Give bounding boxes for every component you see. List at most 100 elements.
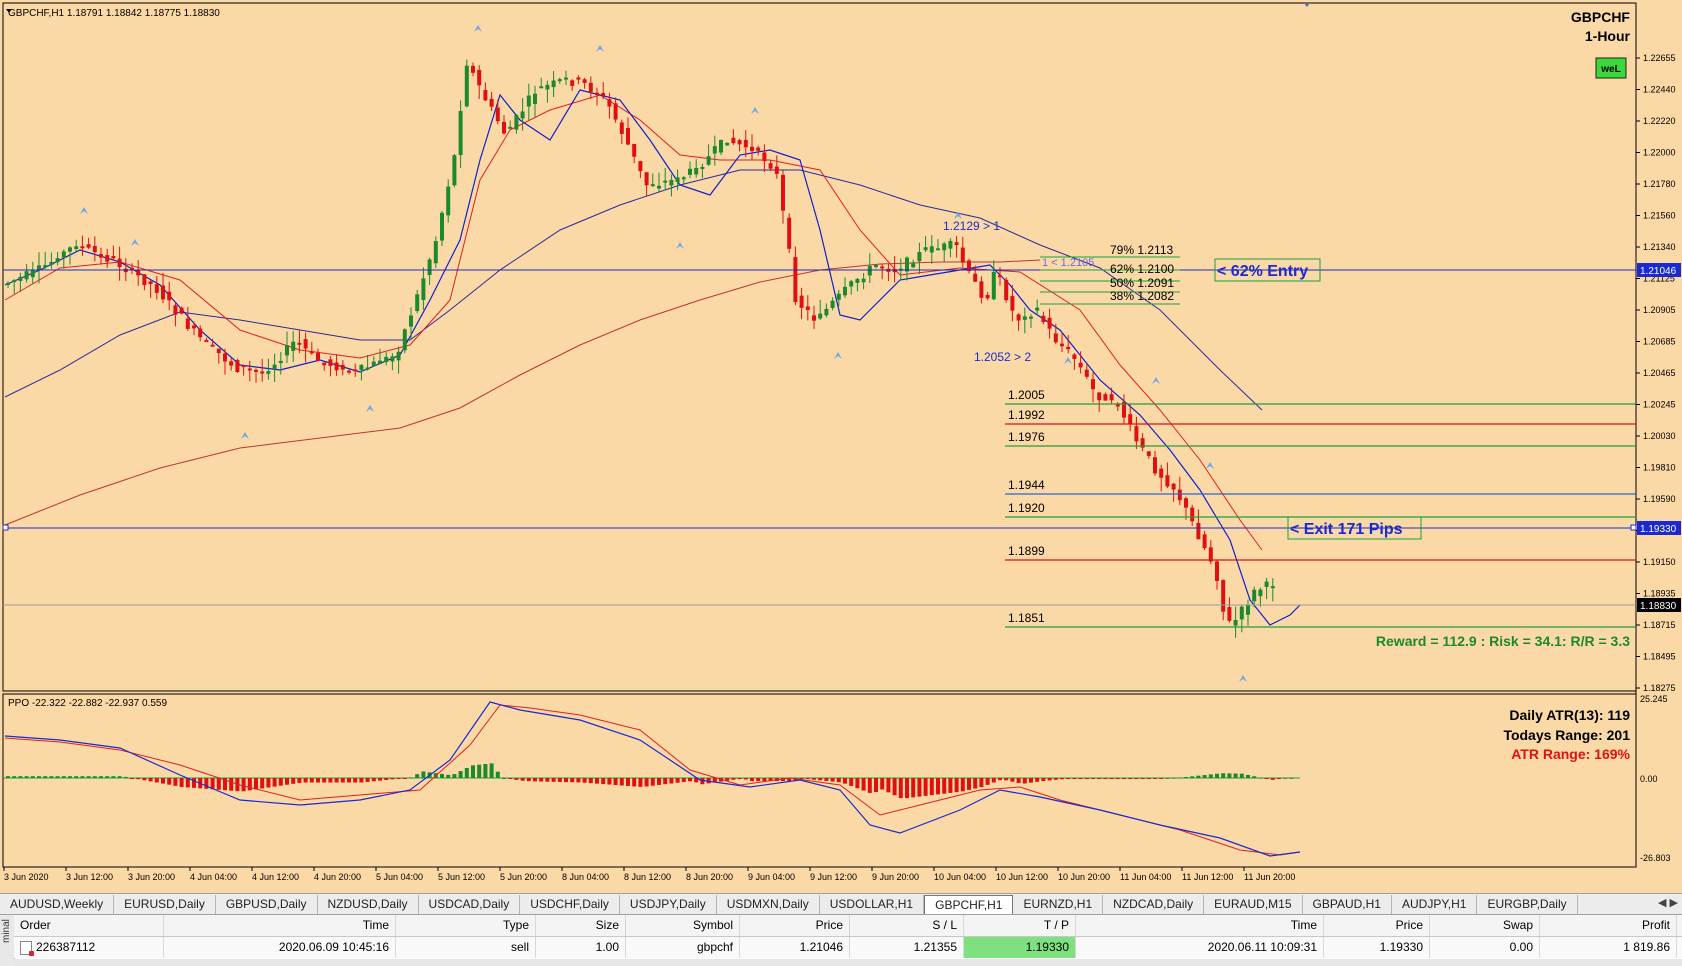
candle-body bbox=[154, 284, 159, 293]
candle-body bbox=[309, 351, 314, 354]
time-axis-tick: 10 Jun 12:00 bbox=[996, 872, 1048, 882]
price-axis-tick: 1.22655 bbox=[1643, 53, 1676, 63]
price-axis-tick: 1.20685 bbox=[1643, 337, 1676, 347]
ppo-histogram-bar bbox=[626, 778, 630, 786]
candle-body bbox=[929, 246, 934, 253]
candle-body bbox=[278, 360, 283, 364]
candle-body bbox=[1004, 279, 1009, 301]
chart-tab[interactable]: GBPAUD,H1 bbox=[1303, 895, 1392, 914]
column-header[interactable]: Time bbox=[164, 915, 396, 936]
column-header[interactable]: Price bbox=[1324, 915, 1430, 936]
exit-line-handle-right[interactable] bbox=[1630, 524, 1637, 531]
candle-body bbox=[973, 273, 978, 282]
chart-menu-icon[interactable] bbox=[6, 9, 12, 13]
shift-marker-icon[interactable] bbox=[1304, 3, 1310, 7]
chart-tab[interactable]: USDCAD,Daily bbox=[419, 895, 521, 914]
candle-body bbox=[390, 356, 395, 362]
column-header[interactable]: Price bbox=[740, 915, 850, 936]
entry-price-tag-label: 1.21046 bbox=[1640, 266, 1677, 277]
ppo-histogram-bar bbox=[998, 778, 1002, 781]
ppo-histogram-bar bbox=[409, 777, 413, 779]
column-header[interactable]: Time bbox=[1076, 915, 1324, 936]
ppo-histogram-bar bbox=[278, 778, 283, 786]
chart-tab[interactable]: NZDCAD,Daily bbox=[1103, 895, 1205, 914]
ppo-histogram-bar bbox=[1078, 778, 1083, 779]
candle-body bbox=[557, 79, 562, 82]
candle-body bbox=[291, 341, 296, 351]
ppo-histogram-bar bbox=[502, 778, 506, 779]
column-header[interactable]: Type bbox=[396, 915, 536, 936]
ppo-histogram-bar bbox=[260, 778, 265, 789]
candle-body bbox=[99, 253, 103, 258]
price-axis-tick: 1.20905 bbox=[1643, 305, 1676, 315]
ppo-histogram-bar bbox=[861, 778, 866, 791]
entry-box[interactable] bbox=[1214, 258, 1321, 282]
ppo-histogram-bar bbox=[1258, 777, 1263, 779]
candle-body bbox=[1084, 369, 1089, 377]
ppo-histogram-bar bbox=[1053, 778, 1058, 780]
chart-tab[interactable]: EURNZD,H1 bbox=[1013, 895, 1104, 914]
table-row[interactable]: 226387112 2020.06.09 10:45:16 sell 1.00 gbpc… bbox=[14, 937, 1682, 958]
badge-box[interactable] bbox=[1595, 57, 1627, 79]
chart-tab[interactable]: EURUSD,Daily bbox=[114, 895, 216, 914]
candle-body bbox=[712, 146, 717, 154]
column-header[interactable]: Symbol bbox=[626, 915, 740, 936]
column-header[interactable]: Swap bbox=[1430, 915, 1540, 936]
terminal-side-tab[interactable]: minal bbox=[0, 915, 15, 966]
chart-tab[interactable]: NZDUSD,Daily bbox=[318, 895, 419, 914]
ppo-histogram-bar bbox=[192, 778, 196, 788]
column-header[interactable]: Order bbox=[14, 915, 164, 936]
column-header[interactable]: Profit bbox=[1540, 915, 1677, 936]
candle-body bbox=[905, 257, 909, 272]
candle-body bbox=[514, 115, 519, 130]
ppo-histogram-bar bbox=[396, 778, 401, 779]
entry-price-tag bbox=[1637, 263, 1681, 277]
chart-tab[interactable]: EURAUD,M15 bbox=[1204, 895, 1303, 914]
ppo-histogram-bar bbox=[1252, 776, 1257, 778]
ppo-histogram-bar bbox=[1072, 778, 1077, 779]
candle-body bbox=[1252, 589, 1257, 602]
ppo-histogram-bar bbox=[415, 774, 420, 778]
ppo-histogram-bar bbox=[254, 778, 258, 790]
order-id-cell: 226387112 bbox=[14, 937, 164, 958]
price-chart-svg[interactable]: 79% 1.2113 62% 1.2100 50% 1.2091 38% 1.2… bbox=[0, 0, 1682, 893]
candle-body bbox=[1202, 534, 1207, 549]
fractal-arrow-icon bbox=[596, 45, 604, 52]
ppo-histogram-bar bbox=[1184, 776, 1188, 778]
fractal-arrow-icon bbox=[1206, 462, 1214, 469]
chart-tab[interactable]: GBPUSD,Daily bbox=[216, 895, 318, 914]
time-axis: 3 Jun 2020 3 Jun 12:00 3 Jun 20:00 4 Jun 04… bbox=[3, 867, 1295, 882]
ppo-histogram-bar bbox=[86, 776, 91, 778]
candle-body bbox=[396, 351, 401, 361]
tab-scroll-arrows-icon[interactable]: ◀ ▶ bbox=[1658, 897, 1678, 909]
chart-tab[interactable]: AUDJPY,H1 bbox=[1392, 895, 1478, 914]
chart-tab[interactable]: GBPCHF,H1 bbox=[924, 894, 1014, 915]
chart-area[interactable]: 79% 1.2113 62% 1.2100 50% 1.2091 38% 1.2… bbox=[0, 0, 1682, 893]
ppo-histogram-bar bbox=[781, 778, 785, 782]
ppo-histogram-bar bbox=[1202, 775, 1207, 778]
candle-body bbox=[942, 243, 947, 251]
ppo-histogram-bar bbox=[117, 776, 122, 778]
column-header[interactable]: Size bbox=[536, 915, 626, 936]
candle-body bbox=[198, 328, 203, 338]
ppo-histogram-bar bbox=[657, 778, 661, 785]
horizontal-scrollbar[interactable] bbox=[14, 959, 1682, 966]
ppo-histogram-bar bbox=[979, 778, 984, 788]
chart-tab[interactable]: USDJPY,Daily bbox=[620, 895, 717, 914]
chart-tab[interactable]: USDMXN,Daily bbox=[717, 895, 820, 914]
chart-tab[interactable]: AUDUSD,Weekly bbox=[0, 895, 115, 914]
ppo-histogram-bar bbox=[675, 778, 680, 783]
chart-tab[interactable]: EURGBP,Daily bbox=[1477, 895, 1578, 914]
fib-levels bbox=[1040, 256, 1180, 305]
candle-body bbox=[37, 265, 41, 270]
chart-tab[interactable]: USDOLLAR,H1 bbox=[820, 895, 925, 914]
ppo-histogram-bar bbox=[836, 778, 841, 783]
ppo-histogram-bar bbox=[582, 778, 587, 783]
ppo-histogram-bar bbox=[471, 765, 475, 778]
ppo-histogram-bar bbox=[179, 778, 184, 787]
exit-line-handle[interactable] bbox=[2, 524, 9, 531]
column-header[interactable]: T / P bbox=[964, 915, 1076, 936]
chart-tab[interactable]: USDCHF,Daily bbox=[520, 895, 620, 914]
column-header[interactable]: S / L bbox=[850, 915, 964, 936]
candle-body bbox=[130, 267, 134, 270]
